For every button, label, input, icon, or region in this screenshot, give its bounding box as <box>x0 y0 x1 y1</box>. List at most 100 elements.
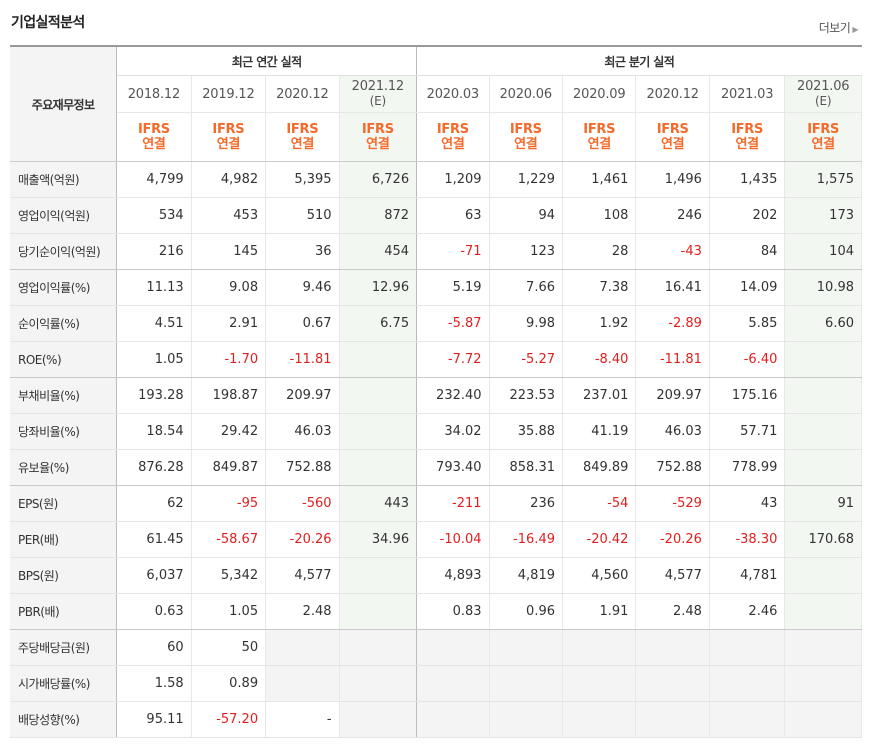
table-cell: -95 <box>191 485 267 522</box>
ifrs-top: IFRS <box>807 122 840 137</box>
table-cell: 0.83 <box>416 593 490 630</box>
table-cell: 41.19 <box>562 413 637 450</box>
chevron-right-icon: ▶ <box>852 25 858 34</box>
table-cell: -560 <box>265 485 340 522</box>
table-cell: -20.26 <box>265 521 340 558</box>
table-cell: 46.03 <box>635 413 710 450</box>
table-cell: 7.38 <box>562 269 637 306</box>
table-cell: 193.28 <box>116 377 192 414</box>
table-cell: 872 <box>339 197 418 234</box>
table-cell <box>489 701 564 738</box>
row-label: PBR(배) <box>10 593 118 630</box>
period-header: 2020.03 <box>416 75 490 113</box>
ifrs-badge: IFRS 연결 <box>116 112 192 162</box>
period-header: 2020.09 <box>562 75 637 113</box>
period-header: 2021.12 (E) <box>339 75 418 113</box>
table-cell: 123 <box>489 233 564 270</box>
ifrs-badge: IFRS 연결 <box>339 112 418 162</box>
table-cell: 63 <box>416 197 490 234</box>
table-cell <box>635 665 710 702</box>
period-header: 2019.12 <box>191 75 267 113</box>
period-label: 2020.09 <box>573 86 626 102</box>
table-cell: 84 <box>709 233 786 270</box>
table-cell: 60 <box>116 629 192 666</box>
more-link[interactable]: 더보기 ▶ <box>818 19 859 36</box>
table-cell: 62 <box>116 485 192 522</box>
ifrs-bottom: 연결 <box>142 137 166 152</box>
period-label: 2021.12 <box>351 79 405 94</box>
table-cell: -58.67 <box>191 521 267 558</box>
ifrs-top: IFRS <box>731 122 764 137</box>
table-cell: 534 <box>116 197 192 234</box>
table-cell: 2.48 <box>265 593 340 630</box>
more-label: 더보기 <box>818 21 851 35</box>
table-cell: 1,496 <box>635 161 710 198</box>
ifrs-badge: IFRS 연결 <box>635 112 710 162</box>
table-row: BPS(원) 6,037 5,342 4,577 4,893 4,819 4,560 4,57… <box>10 557 862 594</box>
ifrs-badge: IFRS 연결 <box>784 112 862 162</box>
table-cell: 4.51 <box>116 305 192 342</box>
table-cell: 1.05 <box>116 341 192 378</box>
table-cell: 10.98 <box>784 269 862 306</box>
table-cell: -5.27 <box>489 341 564 378</box>
ifrs-bottom: 연결 <box>216 137 241 152</box>
table-cell: 209.97 <box>265 377 340 414</box>
table-cell <box>265 629 340 666</box>
table-cell: 202 <box>709 197 786 234</box>
period-header: 2020.12 <box>635 75 710 113</box>
table-cell <box>784 557 862 594</box>
row-label: 매출액(억원) <box>10 161 118 198</box>
table-cell: 11.13 <box>116 269 192 306</box>
row-label: 유보율(%) <box>10 449 118 486</box>
table-cell: 0.63 <box>116 593 192 630</box>
table-cell: 443 <box>339 485 418 522</box>
table-cell: 4,819 <box>489 557 564 594</box>
table-cell <box>339 701 418 738</box>
table-cell <box>562 701 637 738</box>
table-cell: -529 <box>635 485 710 522</box>
table-cell: 4,982 <box>191 161 267 198</box>
table-cell: 4,560 <box>562 557 637 594</box>
table-cell <box>784 377 862 414</box>
period-label: 2021.06 <box>797 79 850 94</box>
table-cell: 173 <box>784 197 862 234</box>
table-cell <box>265 665 340 702</box>
ifrs-bottom: 연결 <box>366 137 390 152</box>
table-cell: 246 <box>635 197 710 234</box>
ifrs-badge: IFRS 연결 <box>265 112 340 162</box>
table-cell: 5,342 <box>191 557 267 594</box>
table-cell: 216 <box>116 233 192 270</box>
table-cell: 9.46 <box>265 269 340 306</box>
ifrs-badge: IFRS 연결 <box>489 112 564 162</box>
period-label: 2020.06 <box>499 86 553 102</box>
table-cell: 36 <box>265 233 340 270</box>
table-cell: 1.91 <box>562 593 637 630</box>
table-cell: 16.41 <box>635 269 710 306</box>
table-cell: 34.02 <box>416 413 490 450</box>
table-row: 배당성향(%) 95.11 -57.20- <box>10 701 862 738</box>
table-cell <box>416 701 490 738</box>
table-cell: 0.67 <box>265 305 340 342</box>
ifrs-top: IFRS <box>137 122 170 137</box>
table-cell: -8.40 <box>562 341 637 378</box>
table-cell: 46.03 <box>265 413 340 450</box>
table-cell: - <box>265 701 340 738</box>
table-cell: 1,209 <box>416 161 490 198</box>
row-label: 배당성향(%) <box>10 701 118 738</box>
table-cell <box>339 665 418 702</box>
ifrs-bottom: 연결 <box>514 137 538 152</box>
row-label: 당기순이익(억원) <box>10 233 118 270</box>
table-cell: 2.48 <box>635 593 710 630</box>
table-cell: -38.30 <box>709 521 786 558</box>
table-cell: 752.88 <box>265 449 340 486</box>
period-label: 2021.03 <box>720 86 774 102</box>
table-cell <box>784 341 862 378</box>
row-label: 영업이익률(%) <box>10 269 118 306</box>
table-cell: -54 <box>562 485 637 522</box>
table-cell <box>489 665 564 702</box>
table-cell <box>562 629 637 666</box>
row-label: BPS(원) <box>10 557 118 594</box>
table-cell: -10.04 <box>416 521 490 558</box>
table-cell <box>339 341 418 378</box>
quarter-group-header: 최근 분기 실적 <box>416 46 862 76</box>
